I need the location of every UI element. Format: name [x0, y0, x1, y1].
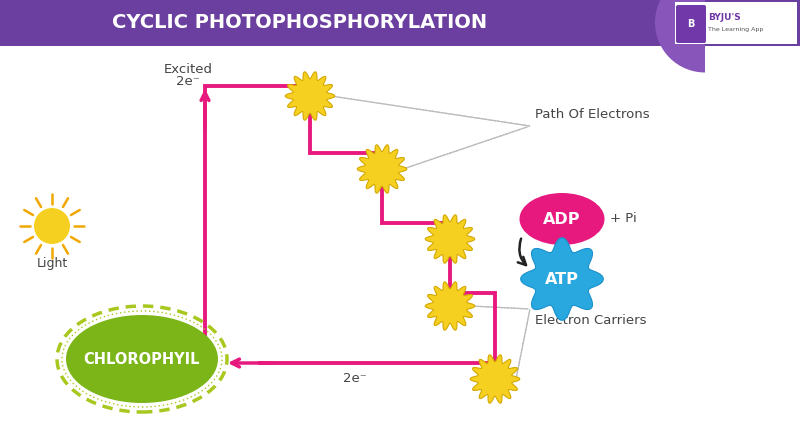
Polygon shape	[358, 145, 406, 193]
Wedge shape	[655, 0, 705, 72]
Bar	[0, 0, 800, 46]
Text: ADP: ADP	[543, 212, 581, 227]
Text: 2e⁻: 2e⁻	[176, 75, 200, 87]
Polygon shape	[521, 238, 603, 320]
Ellipse shape	[66, 315, 218, 403]
Polygon shape	[426, 282, 474, 330]
Polygon shape	[470, 355, 520, 403]
Text: BYJU'S: BYJU'S	[708, 12, 741, 22]
Text: Excited: Excited	[163, 63, 213, 75]
Ellipse shape	[519, 193, 605, 245]
Text: CHLOROPHYIL: CHLOROPHYIL	[84, 351, 200, 366]
Bar	[675, 2, 797, 44]
Text: Path Of Electrons: Path Of Electrons	[535, 108, 650, 121]
Polygon shape	[286, 72, 334, 120]
Circle shape	[34, 208, 70, 244]
Text: Electron Carriers: Electron Carriers	[535, 314, 646, 327]
Text: Light: Light	[36, 258, 68, 270]
Text: B: B	[687, 19, 694, 29]
Text: The Learning App: The Learning App	[708, 26, 763, 31]
FancyBboxPatch shape	[676, 5, 706, 43]
Text: CYCLIC PHOTOPHOSPHORYLATION: CYCLIC PHOTOPHOSPHORYLATION	[113, 13, 487, 32]
Text: + Pi: + Pi	[610, 213, 637, 225]
Text: ATP: ATP	[545, 272, 579, 287]
Text: 2e⁻: 2e⁻	[343, 373, 367, 385]
Polygon shape	[426, 215, 474, 263]
